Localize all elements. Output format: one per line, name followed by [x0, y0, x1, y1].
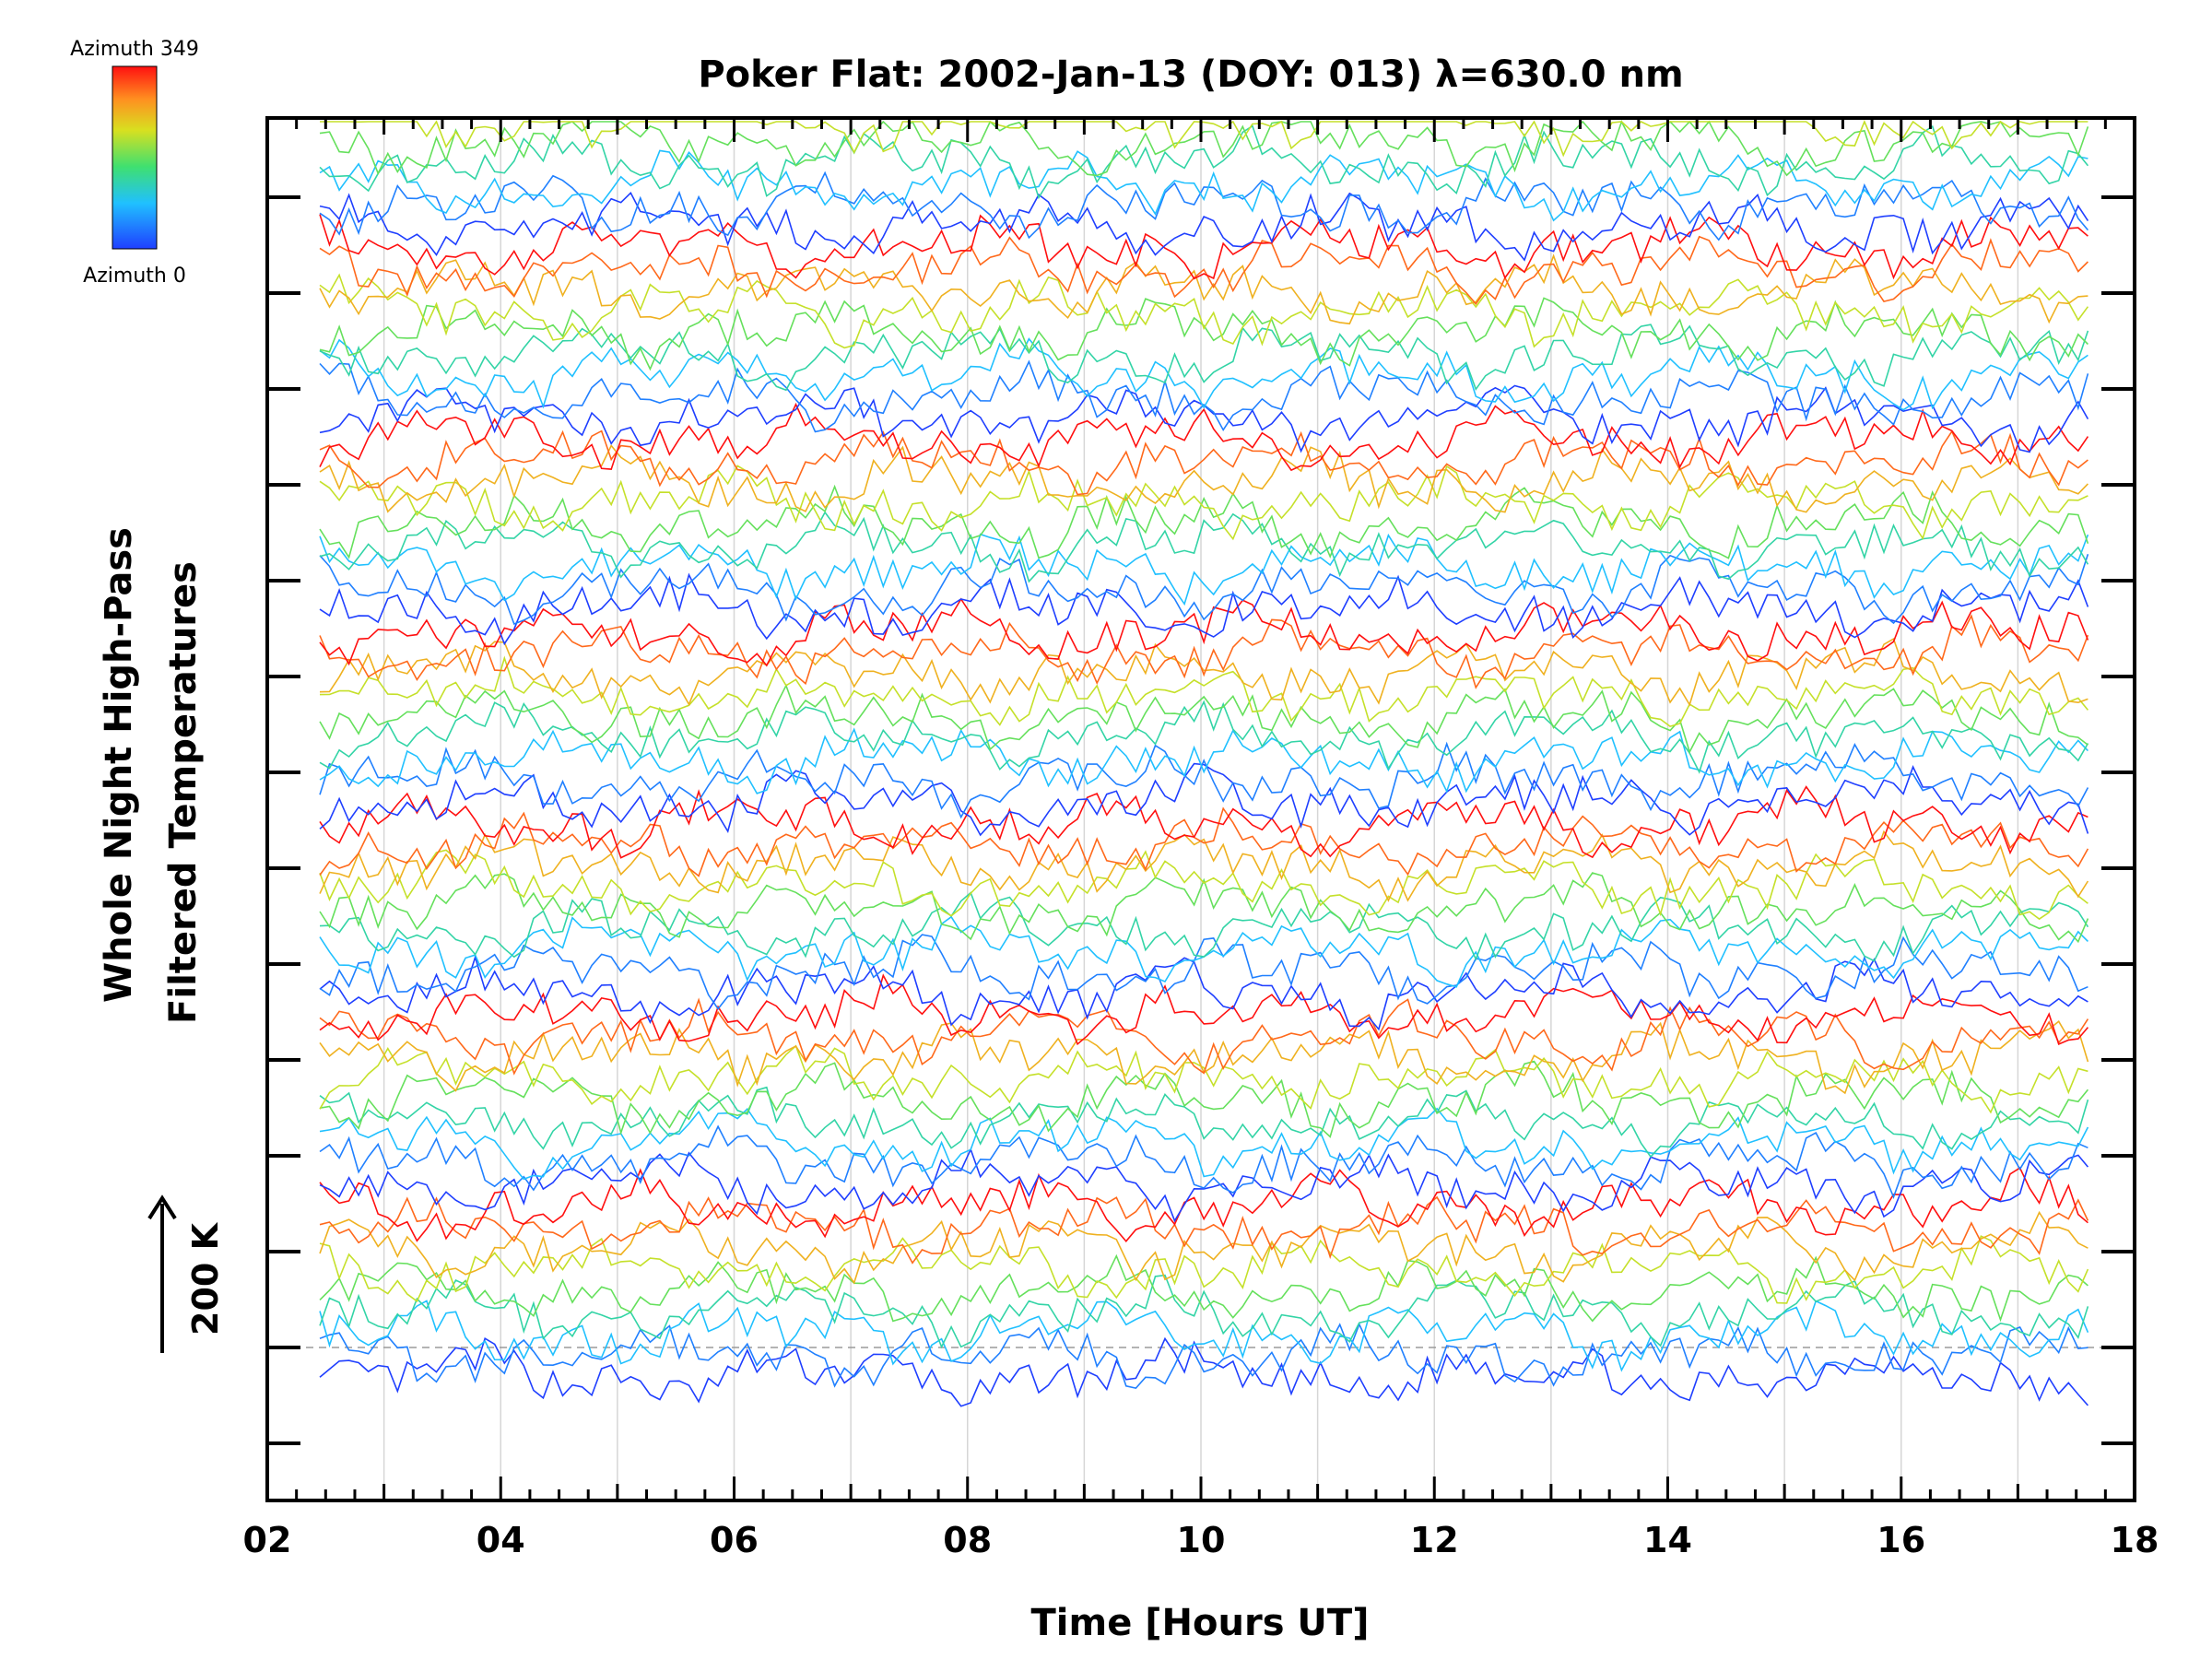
series-trace-43: [319, 429, 2088, 496]
series-trace-2: [319, 1300, 2089, 1372]
series-trace-59: [320, 119, 2088, 158]
series-trace-55: [319, 171, 2089, 241]
series-trace-0: [319, 1336, 2088, 1407]
series-trace-17: [319, 973, 2089, 1046]
series-trace-16: [319, 997, 2089, 1076]
scale-arrow-head: [147, 1194, 177, 1220]
series-trace-3: [319, 1274, 2089, 1349]
series-trace-47: [319, 337, 2088, 411]
series-trace-46: [319, 359, 2089, 433]
series-trace-42: [319, 444, 2088, 513]
x-axis-ticks: 02 04 06 08 10 12 14 16 18: [243, 118, 2159, 1560]
series-trace-53: [319, 214, 2088, 280]
series-trace-12: [319, 1086, 2089, 1159]
series-trace-44: [319, 402, 2089, 472]
x-tick-label-4: 10: [1177, 1520, 1226, 1560]
series-trace-18: [319, 955, 2088, 1031]
colorbar-bottom-label: Azimuth 0: [83, 265, 186, 288]
x-tick-label-8: 18: [2111, 1520, 2159, 1560]
series-trace-8: [319, 1167, 2088, 1243]
series-trace-58: [319, 119, 2089, 177]
series-trace-52: [319, 235, 2088, 305]
chart-title: Poker Flat: 2002-Jan-13 (DOY: 013) λ=630…: [698, 53, 1683, 96]
series-trace-30: [319, 700, 2089, 774]
x-tick-label-7: 16: [1877, 1520, 1925, 1560]
series-trace-56: [319, 149, 2088, 222]
series-trace-13: [319, 1060, 2089, 1138]
series-trace-37: [319, 554, 2089, 626]
series-trace-57: [319, 124, 2089, 200]
x-tick-label-1: 04: [477, 1520, 525, 1560]
scale-bar-label: 200 K: [185, 1221, 226, 1335]
series-trace-50: [319, 273, 2089, 349]
series-trace-33: [319, 638, 2088, 707]
series-trace-28: [319, 741, 2089, 819]
colorbar-gradient: [112, 65, 158, 250]
series-trace-49: [319, 297, 2088, 371]
series-trace-36: [319, 572, 2089, 646]
x-tick-label-6: 14: [1643, 1520, 1692, 1560]
x-tick-label-3: 08: [943, 1520, 992, 1560]
series-trace-26: [319, 785, 2088, 859]
series-trace-4: [319, 1253, 2088, 1323]
series-trace-6: [319, 1210, 2088, 1285]
x-tick-label-5: 12: [1410, 1520, 1459, 1560]
series-traces: [319, 119, 2089, 1407]
series-trace-54: [319, 191, 2089, 262]
series-trace-23: [319, 849, 2088, 921]
series-trace-34: [319, 614, 2089, 689]
series-trace-10: [319, 1124, 2088, 1200]
series-trace-32: [319, 655, 2089, 727]
x-axis-label: Time [Hours UT]: [1031, 1602, 1370, 1644]
series-trace-24: [319, 830, 2089, 902]
series-trace-19: [319, 934, 2088, 1010]
series-trace-21: [319, 891, 2089, 962]
colorbar-top-label: Azimuth 349: [70, 38, 199, 61]
series-trace-11: [319, 1107, 2089, 1181]
series-trace-5: [319, 1235, 2089, 1304]
series-trace-25: [319, 806, 2089, 877]
y-axis-label-line1: Whole Night High-Pass: [98, 527, 140, 1003]
series-trace-14: [319, 1044, 2088, 1114]
colorbar: Azimuth 349 Azimuth 0: [70, 38, 199, 288]
series-trace-1: [319, 1322, 2088, 1389]
series-trace-40: [319, 484, 2089, 559]
series-trace-35: [319, 597, 2089, 667]
x-tick-label-0: 02: [243, 1520, 292, 1560]
series-trace-7: [319, 1195, 2089, 1265]
series-trace-48: [319, 324, 2089, 392]
y-axis-label-line2: Filtered Temperatures: [162, 561, 205, 1024]
y-axis-ticks: [267, 195, 2135, 1445]
series-trace-38: [319, 533, 2089, 606]
series-trace-51: [319, 253, 2088, 325]
series-trace-15: [319, 1019, 2089, 1095]
x-tick-label-2: 06: [710, 1520, 759, 1560]
series-trace-27: [319, 762, 2089, 837]
series-trace-22: [319, 872, 2089, 944]
series-trace-39: [319, 511, 2089, 583]
series-trace-9: [319, 1147, 2089, 1223]
series-trace-31: [319, 683, 2088, 755]
scale-bar: 200 K: [147, 1194, 226, 1353]
